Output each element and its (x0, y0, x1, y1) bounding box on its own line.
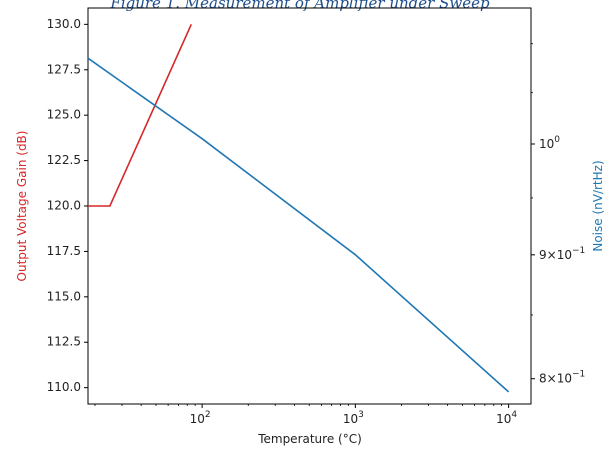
right-y-axis-label: Noise (nV/rtHz) (591, 160, 605, 251)
left-tick-label: 122.5 (47, 153, 81, 167)
right-tick-label: 9×10−1 (539, 246, 585, 262)
plot-frame (87, 7, 532, 405)
left-tick-label: 115.0 (47, 289, 81, 303)
left-tick-label: 110.0 (47, 380, 81, 394)
series-line-left (88, 23, 193, 207)
x-tick-label: 102 (190, 410, 211, 426)
x-tick-label: 103 (343, 410, 364, 426)
left-tick-label: 112.5 (47, 335, 81, 349)
chart-title: Figure 1. Measurement of Amplifier under… (109, 0, 490, 12)
left-tick-label: 127.5 (47, 62, 81, 76)
left-tick-label: 120.0 (47, 199, 81, 213)
left-tick-label: 125.0 (47, 108, 81, 122)
x-axis-label: Temperature (°C) (257, 432, 362, 446)
left-tick-label: 130.0 (47, 17, 81, 31)
right-tick-label: 8×10−1 (539, 370, 585, 386)
right-y-axis: 8×10−1 9×10−1 100 (531, 43, 585, 386)
series-line-right (87, 57, 510, 393)
left-y-axis: 110.0 112.5 115.0 117.5 120.0 122.5 125.0 127.5… (47, 17, 88, 394)
right-tick-label: 100 (539, 135, 560, 151)
left-tick-label: 117.5 (47, 244, 81, 258)
x-tick-label: 104 (496, 410, 517, 426)
series-layer (87, 23, 510, 393)
left-y-axis-label: Output Voltage Gain (dB) (15, 131, 29, 282)
x-axis: 102 103 104 (94, 404, 517, 426)
